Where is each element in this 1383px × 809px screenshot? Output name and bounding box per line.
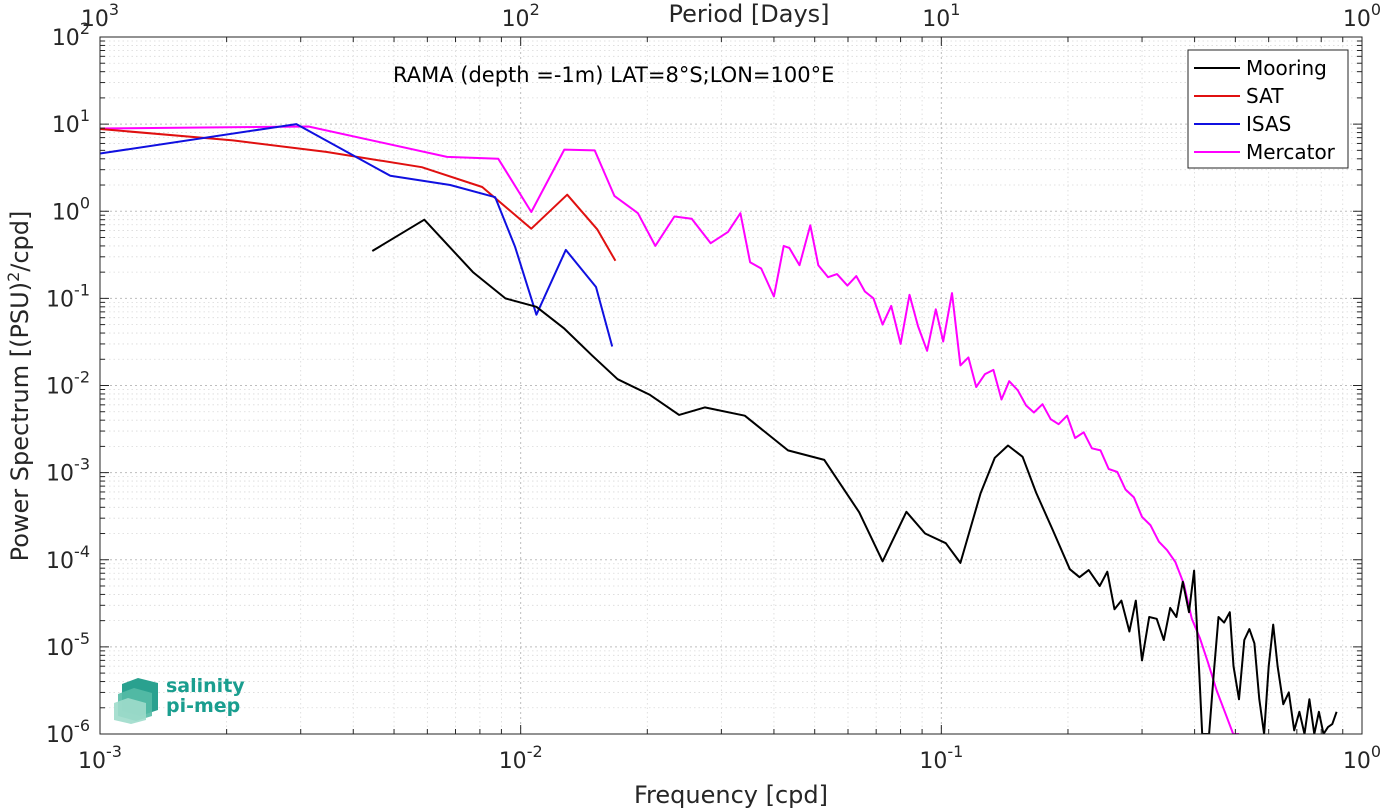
y-tick-exp: -4	[74, 542, 90, 561]
y-tick-base: 10	[52, 200, 80, 225]
y-tick-base: 10	[46, 636, 74, 661]
top-tick-exp: 0	[1371, 0, 1381, 19]
legend: Mooring SAT ISAS Mercator	[1187, 49, 1349, 169]
x-axis-label: Frequency [cpd]	[634, 781, 828, 809]
x-tick-base: 10	[78, 749, 106, 774]
x-tick-exp: 0	[1371, 742, 1381, 761]
y-tick-exp: -2	[74, 368, 90, 387]
top-tick-label-2: 101	[922, 0, 960, 32]
y-tick-label-6: 10-4	[46, 542, 90, 574]
y-tick-exp: 1	[80, 106, 90, 125]
y-axis-label-sup: 2	[4, 272, 23, 282]
x-tick-base: 10	[1343, 749, 1371, 774]
y-tick-label-7: 10-5	[46, 629, 90, 661]
minor-grid	[100, 37, 1362, 734]
y-tick-base: 10	[52, 113, 80, 138]
y-tick-exp: 2	[80, 19, 90, 38]
top-tick-base: 10	[922, 7, 950, 32]
x-tick-base: 10	[499, 749, 527, 774]
top-axis-label: Period [Days]	[668, 0, 829, 28]
legend-label-mercator: Mercator	[1246, 140, 1336, 164]
top-tick-exp: 2	[530, 0, 540, 19]
top-tick-label-1: 102	[502, 0, 540, 32]
x-tick-label-1: 10-2	[499, 742, 543, 774]
y-tick-label-4: 10-2	[46, 368, 90, 400]
chart-annotation: RAMA (depth =-1m) LAT=8°S;LON=100°E	[393, 63, 834, 87]
y-tick-exp: -6	[74, 716, 90, 735]
y-tick-base: 10	[46, 723, 74, 748]
x-tick-exp: -2	[527, 742, 543, 761]
legend-label-isas: ISAS	[1246, 112, 1291, 136]
logo-mark-icon	[114, 678, 158, 724]
y-tick-exp: -5	[74, 629, 90, 648]
y-tick-base: 10	[46, 462, 74, 487]
series-layer	[100, 123, 1338, 734]
x-tick-exp: -1	[947, 742, 963, 761]
series-line-mooring	[371, 218, 1338, 734]
top-tick-base: 10	[502, 7, 530, 32]
logo-text-pi-mep: pi-mep	[166, 695, 240, 717]
y-tick-label-1: 101	[52, 106, 90, 138]
y-tick-exp: 0	[80, 193, 90, 212]
top-tick-base: 10	[81, 7, 109, 32]
x-tick-exp: -3	[106, 742, 122, 761]
y-tick-label-5: 10-3	[46, 455, 90, 487]
top-tick-base: 10	[1343, 7, 1371, 32]
y-tick-base: 10	[46, 287, 74, 312]
legend-label-mooring: Mooring	[1246, 56, 1327, 80]
x-tick-base: 10	[919, 749, 947, 774]
logo-text-salinity: salinity	[166, 675, 245, 697]
y-tick-label-0: 102	[52, 19, 90, 51]
series-line-sat	[100, 128, 617, 262]
tick-marks	[99, 36, 1363, 735]
top-tick-label-0: 103	[81, 0, 119, 32]
y-tick-label-8: 10-6	[46, 716, 90, 748]
y-tick-exp: -1	[74, 280, 90, 299]
salinity-pi-mep-logo: salinity pi-mep	[114, 675, 245, 724]
y-tick-label-3: 10-1	[46, 280, 90, 312]
y-tick-label-2: 100	[52, 193, 90, 225]
x-tick-label-3: 100	[1343, 742, 1381, 774]
x-tick-label-2: 10-1	[919, 742, 963, 774]
top-tick-exp: 3	[109, 0, 119, 19]
y-axis-label-main: Power Spectrum [(PSU)	[6, 282, 34, 561]
legend-label-sat: SAT	[1246, 84, 1284, 108]
series-line-isas	[100, 123, 614, 347]
y-axis-label-tail: /cpd]	[6, 211, 34, 272]
top-tick-exp: 1	[950, 0, 960, 19]
series-line-mercator	[100, 125, 1239, 734]
y-tick-base: 10	[46, 549, 74, 574]
y-axis-label: Power Spectrum [(PSU)2/cpd]	[4, 211, 34, 562]
top-tick-label-3: 100	[1343, 0, 1381, 32]
y-tick-base: 10	[46, 375, 74, 400]
legend-box	[1187, 49, 1349, 169]
x-tick-label-0: 10-3	[78, 742, 122, 774]
y-tick-exp: -3	[74, 455, 90, 474]
y-tick-base: 10	[52, 26, 80, 51]
